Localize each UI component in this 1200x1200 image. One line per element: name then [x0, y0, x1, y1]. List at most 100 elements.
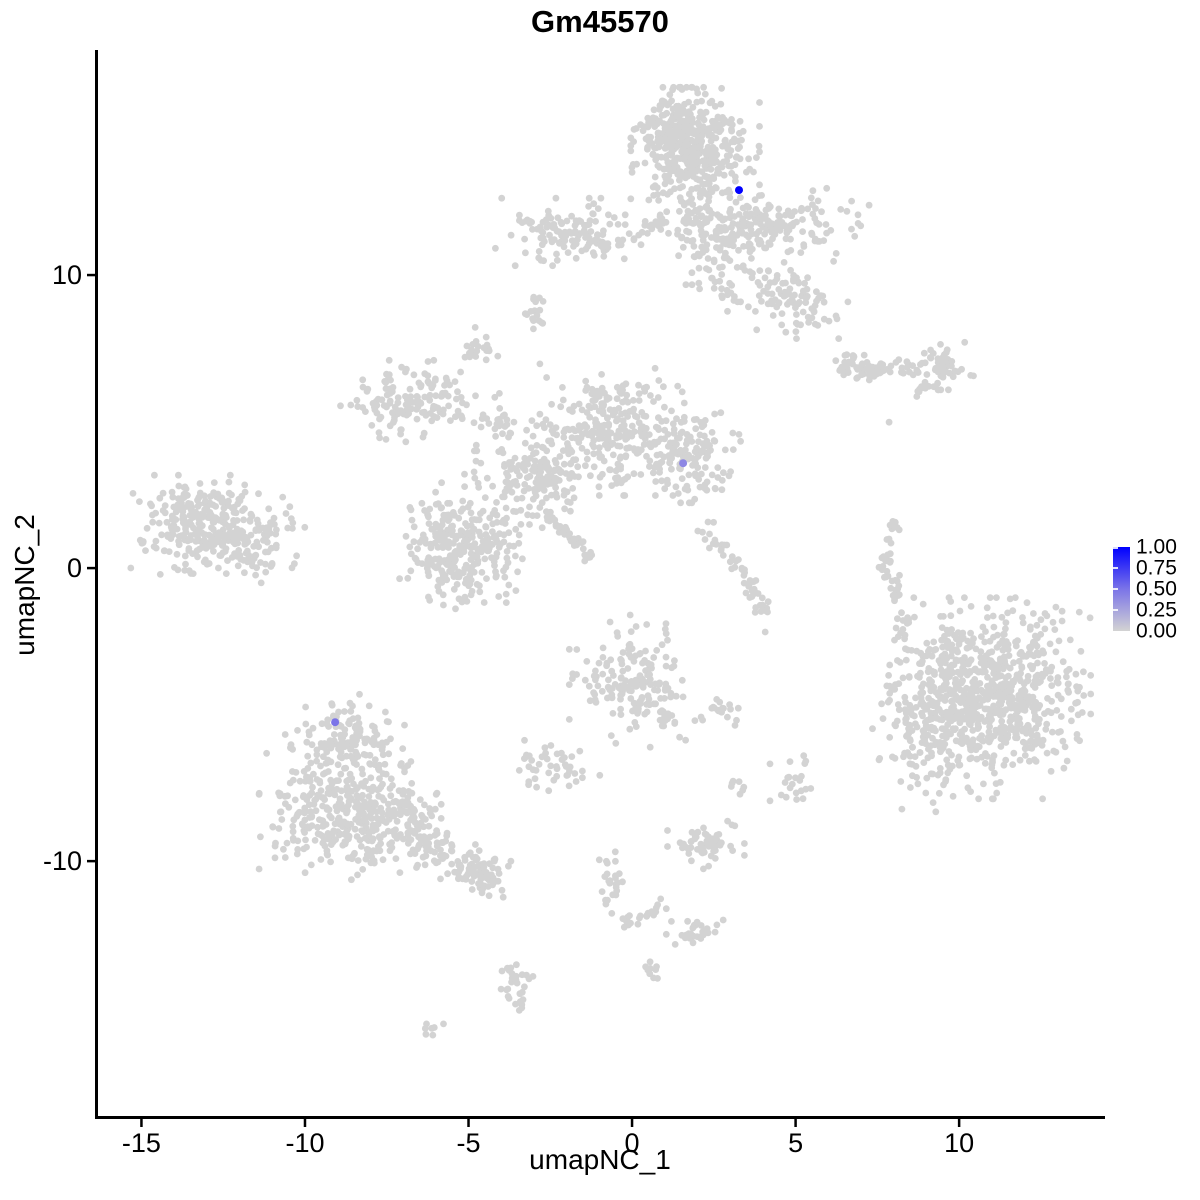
cell-point: [664, 684, 672, 692]
cell-point: [306, 774, 314, 781]
cell-point: [669, 105, 677, 113]
cell-point: [579, 767, 586, 775]
cell-point: [720, 158, 727, 166]
cell-point: [714, 464, 722, 471]
cell-point: [566, 763, 574, 771]
cell-point: [1072, 699, 1079, 707]
cell-point: [563, 217, 571, 225]
cell-point: [570, 542, 578, 549]
cell-point: [768, 290, 776, 298]
cell-point: [802, 757, 810, 765]
cell-point: [328, 814, 335, 822]
cell-point: [720, 171, 728, 179]
cell-point: [169, 493, 177, 501]
cell-point: [637, 471, 645, 478]
cell-point: [895, 356, 903, 364]
cell-point: [728, 125, 735, 133]
cell-point: [473, 553, 481, 560]
cell-point: [502, 478, 510, 486]
cell-point: [748, 255, 755, 262]
cell-point: [595, 492, 603, 499]
cell-point: [642, 647, 649, 655]
cell-point: [662, 930, 670, 938]
cell-point: [779, 279, 786, 287]
cell-point: [454, 407, 462, 415]
cell-point: [471, 324, 479, 331]
cell-point: [716, 121, 723, 129]
cell-point: [437, 800, 445, 808]
cell-point: [947, 612, 955, 620]
cell-point: [908, 711, 916, 719]
cell-point: [1080, 668, 1087, 676]
cell-point: [787, 235, 794, 243]
cell-point: [948, 362, 955, 370]
cell-point: [352, 741, 359, 749]
cell-point: [808, 229, 815, 237]
cell-point: [349, 702, 356, 710]
cell-point: [535, 760, 543, 768]
cell-point: [578, 247, 586, 255]
cell-point: [430, 413, 438, 420]
cell-point: [736, 790, 744, 798]
cell-point: [359, 770, 366, 778]
cell-point: [561, 237, 569, 245]
cell-point: [793, 796, 800, 803]
cell-point: [201, 541, 209, 549]
cell-point: [892, 586, 899, 594]
cell-point: [666, 456, 674, 463]
cell-point: [471, 474, 479, 482]
cell-point: [569, 485, 577, 492]
cell-point: [1023, 599, 1031, 607]
cell-point: [923, 371, 931, 378]
cell-point: [1065, 680, 1072, 688]
cell-point: [463, 598, 471, 605]
cell-point: [902, 716, 909, 723]
cell-point: [869, 725, 876, 733]
cell-point: [809, 187, 817, 195]
cell-point: [192, 508, 200, 516]
cell-point: [152, 509, 160, 517]
cell-point: [582, 387, 590, 394]
cell-point: [407, 850, 414, 858]
cell-point: [428, 525, 436, 533]
cell-point: [731, 822, 739, 830]
cell-point: [930, 638, 938, 646]
cell-point: [302, 720, 310, 728]
cell-point: [1068, 717, 1075, 725]
cell-point: [901, 693, 909, 701]
cell-point: [660, 722, 668, 730]
cell-point: [328, 700, 336, 708]
cell-point: [308, 741, 316, 749]
cell-point: [746, 580, 754, 587]
cell-point: [741, 566, 748, 574]
cell-point: [269, 823, 277, 831]
cell-point: [765, 239, 773, 247]
cell-point: [381, 760, 389, 768]
cell-point: [719, 916, 727, 924]
x-tick-label: 5: [788, 1128, 803, 1158]
cell-point: [732, 557, 740, 565]
cell-point: [422, 816, 429, 823]
cell-point: [677, 197, 685, 205]
cell-point: [807, 194, 815, 202]
cell-point: [649, 150, 657, 158]
cell-point: [254, 520, 262, 528]
cell-point: [694, 464, 702, 471]
cell-point: [318, 720, 326, 728]
cell-point: [515, 539, 523, 547]
cell-point: [929, 770, 937, 778]
cell-point: [277, 808, 285, 816]
cell-point: [669, 142, 677, 150]
cell-point: [640, 441, 648, 448]
cell-point: [218, 542, 226, 549]
cell-point: [576, 424, 584, 432]
cell-point: [956, 686, 964, 694]
cell-point: [886, 661, 894, 669]
cell-point: [727, 705, 734, 713]
cell-point: [686, 433, 694, 441]
cell-point: [723, 118, 731, 126]
cell-point: [462, 542, 470, 550]
cell-point: [814, 197, 822, 205]
cell-point: [645, 431, 653, 438]
cell-point: [985, 691, 993, 698]
